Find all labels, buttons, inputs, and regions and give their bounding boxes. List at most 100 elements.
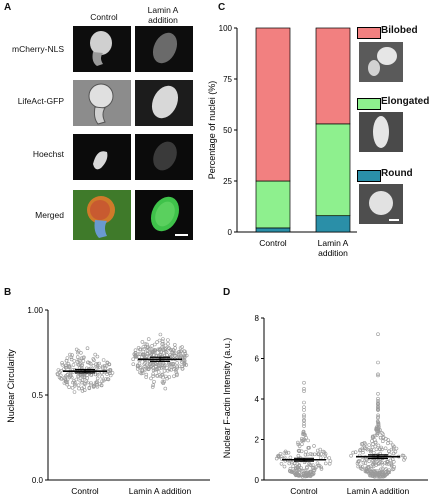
data-point [388,440,393,445]
data-point [356,459,360,464]
data-point [93,372,98,377]
data-point [82,355,86,360]
data-point [297,468,301,472]
data-point [166,338,170,342]
data-point [391,451,396,456]
data-point [380,463,385,467]
legend-swatch-elongated [357,98,381,110]
legend-image-elongated [359,112,403,152]
data-point [302,419,306,423]
data-point [292,461,297,466]
data-point [89,382,93,387]
data-point [146,366,151,371]
data-point [73,382,77,387]
data-point [376,416,380,420]
data-point [371,458,375,463]
micrograph-control-mcherry [73,26,131,72]
data-point [184,353,189,358]
data-point [369,469,374,474]
data-point [373,440,378,445]
data-point [319,465,323,470]
data-point [140,368,145,372]
data-point [376,431,380,435]
data-point [92,358,96,363]
data-point [310,452,315,457]
data-point [324,461,328,466]
data-point [160,339,165,344]
data-point [79,350,83,355]
data-point [55,372,60,377]
micrograph-control-merged [73,190,131,240]
panel-letter-d: D [223,287,231,298]
data-point [162,379,166,384]
bar-elongated-control [255,180,291,229]
data-point [381,435,386,439]
data-point [149,376,153,381]
data-point [392,465,396,469]
data-point [83,382,88,386]
data-point [77,386,81,391]
data-point [300,436,304,441]
data-point [146,337,151,341]
data-point [383,446,388,451]
data-point [80,380,84,385]
data-point [151,368,156,372]
data-point [360,448,365,452]
data-point [169,368,173,372]
data-point [351,450,355,455]
data-point [370,434,375,439]
data-point [381,439,385,443]
data-point [182,362,187,367]
row-label-lifeact: LifeAct-GFP [17,96,64,106]
data-point [131,357,135,362]
micrograph-control-lifeact [73,80,131,126]
data-point [376,399,380,403]
data-point [95,366,99,370]
data-point [378,428,382,432]
data-point [389,463,394,467]
data-point [69,357,74,362]
data-point [76,362,80,367]
data-point [302,387,306,391]
data-point [173,346,177,350]
chart-b-xtick-lamin: Lamin A addition [129,486,192,496]
data-point [315,461,320,465]
data-point [388,452,392,457]
data-point [161,365,166,370]
chartD-ytick-label: 6 [255,355,260,364]
data-point [304,436,308,440]
data-point [374,463,379,467]
data-point [282,451,287,455]
data-point [156,347,161,352]
data-point [87,386,92,391]
chart-c: 0 25 50 75 100 Percentage of nuclei (%) Cont… [207,24,357,258]
data-point [163,349,168,353]
data-point [291,464,295,468]
data-point [57,370,62,374]
data-point [370,435,375,440]
chartD-ytick-label: 4 [255,395,260,404]
data-point [308,452,313,456]
data-point [148,347,153,351]
data-point [400,453,405,458]
data-point [376,404,380,408]
data-point [300,438,304,443]
panel-letter-c: C [218,2,226,13]
data-point [163,343,168,348]
data-point [364,446,369,451]
data-point [160,372,165,377]
data-point [173,342,177,347]
data-point [156,370,161,374]
data-point [376,400,380,405]
data-point [353,450,358,454]
micrograph-lamin-merged [135,190,193,240]
data-point [301,430,306,435]
data-point [302,413,306,417]
data-point [316,452,321,457]
data-point [384,437,388,441]
row-label-merged: Merged [35,210,64,220]
data-point [380,431,384,435]
data-point [349,453,353,458]
data-point [144,375,148,379]
data-point [81,359,86,363]
